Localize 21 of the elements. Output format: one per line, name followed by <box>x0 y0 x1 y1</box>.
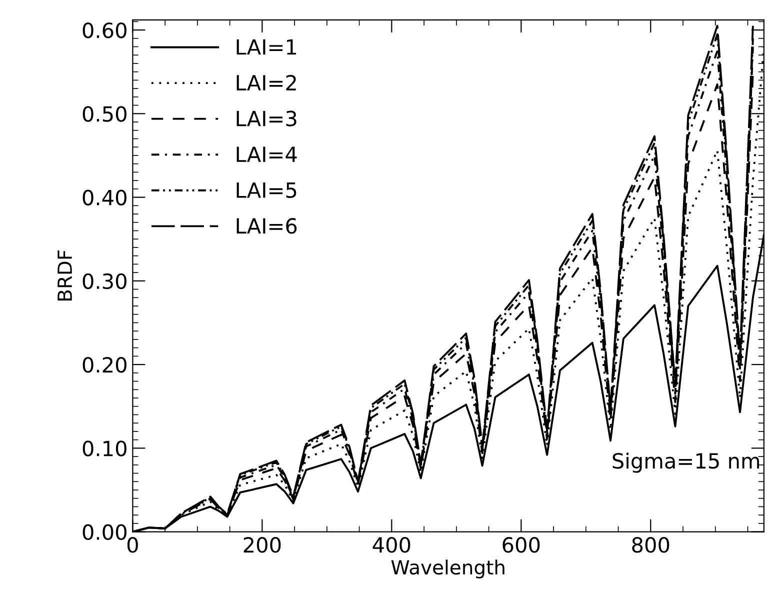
x-tick-label: 400 <box>372 537 410 553</box>
legend-label: LAI=6 <box>236 218 297 234</box>
legend-label: LAI=2 <box>236 74 296 90</box>
y-tick-label: 0.30 <box>82 273 126 290</box>
y-tick-label: 0.60 <box>82 22 126 38</box>
x-tick-label: 200 <box>244 537 281 553</box>
legend-label: LAI=3 <box>236 110 296 126</box>
x-tick-label: 600 <box>502 537 540 553</box>
legend-label: LAI=1 <box>236 39 296 55</box>
y-tick-label: 0.20 <box>82 356 126 373</box>
annotation: Sigma=15 nm <box>612 452 760 473</box>
y-tick-label: 0.00 <box>82 524 126 540</box>
y-tick-label: 0.40 <box>82 190 126 206</box>
legend-label: LAI=5 <box>236 182 296 198</box>
y-axis-title: BRDF <box>58 250 72 300</box>
legend-label: LAI=4 <box>236 146 297 162</box>
y-tick-label: 0.10 <box>82 440 126 456</box>
x-tick-label: 800 <box>632 537 670 553</box>
x-axis-title: Wavelength <box>391 560 504 578</box>
y-tick-label: 0.50 <box>82 106 126 122</box>
x-tick-label: 0 <box>127 537 138 553</box>
